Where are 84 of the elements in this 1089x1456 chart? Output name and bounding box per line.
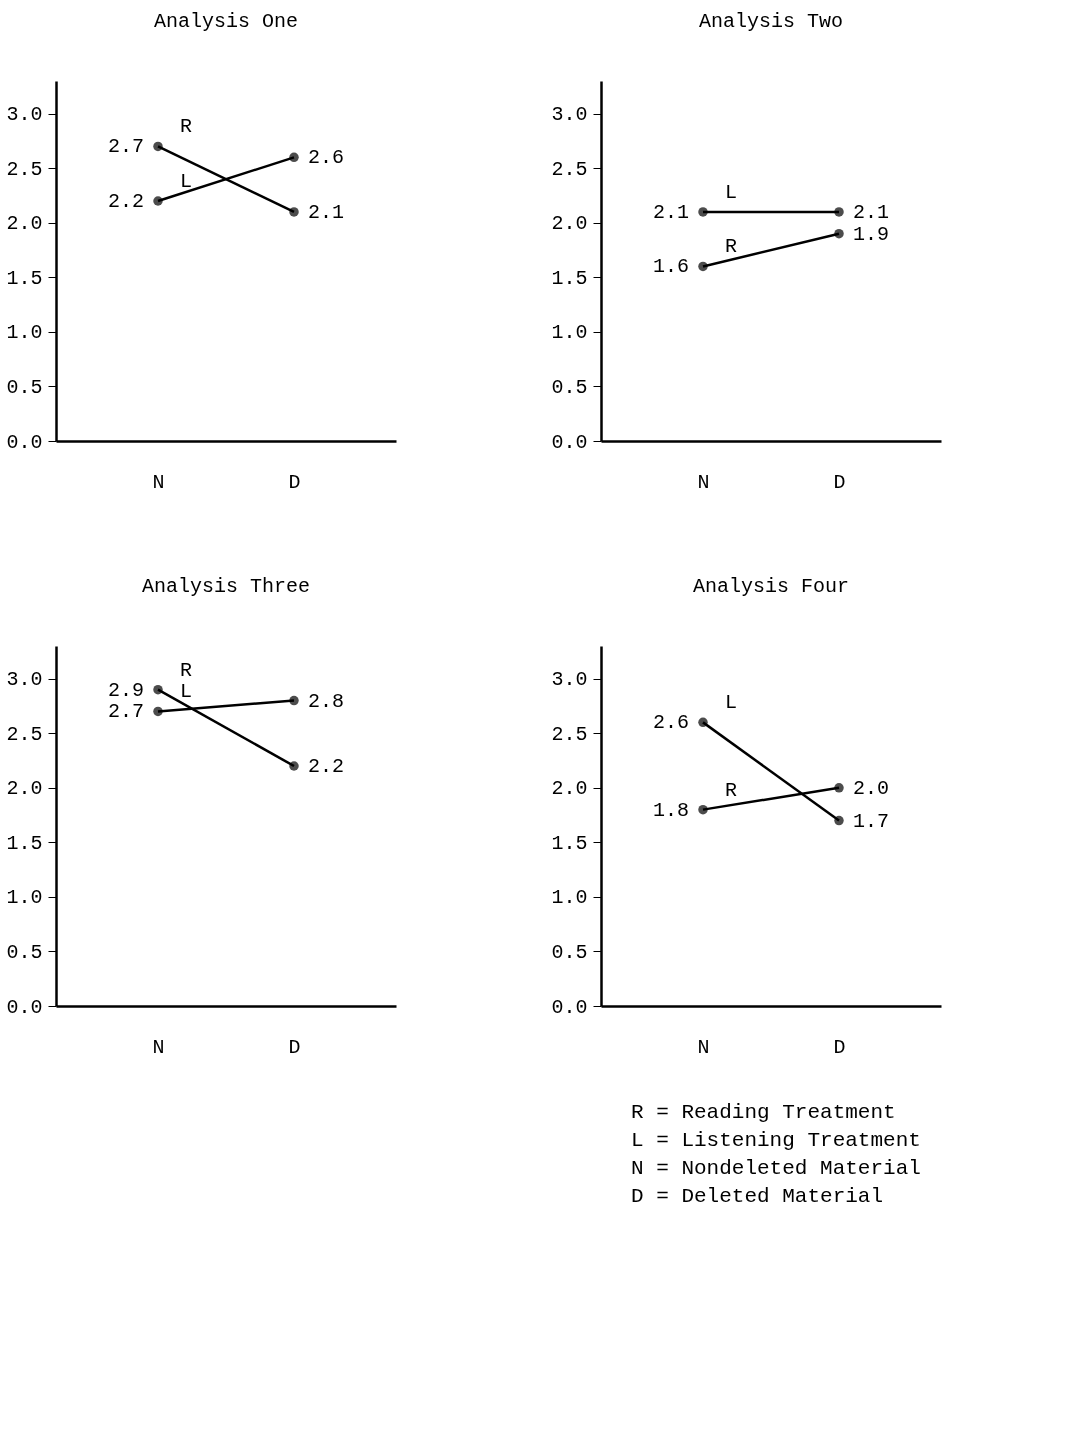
data-label: 2.8 (308, 689, 345, 713)
data-label: 2.7 (107, 135, 144, 159)
y-tick-label: 2.0 (6, 212, 43, 236)
x-tick-label: N (152, 1035, 165, 1059)
y-tick-label: 3.0 (6, 668, 43, 692)
y-tick-label: 1.0 (6, 886, 43, 910)
point (834, 815, 844, 826)
x-tick-label: N (152, 470, 165, 494)
chart-title: Analysis One (153, 10, 299, 33)
data-label: 2.9 (107, 678, 144, 702)
data-label: 1.9 (853, 222, 890, 246)
y-tick-label: 1.0 (551, 321, 588, 345)
series-label: R (725, 778, 738, 802)
y-tick-label: 2.5 (6, 722, 43, 746)
data-label: 2.1 (652, 200, 689, 224)
chart-title: Analysis Three (141, 575, 311, 598)
y-tick-label: 1.5 (6, 266, 43, 290)
data-label: 2.7 (107, 700, 144, 724)
x-tick-label: D (833, 470, 846, 494)
point (153, 196, 163, 206)
point (834, 228, 844, 239)
text: L = Listening Treatment (631, 1129, 921, 1152)
y-tick-label: 2.0 (551, 777, 588, 801)
point (289, 152, 299, 163)
point (289, 695, 299, 706)
series-label: R (725, 235, 738, 259)
point (698, 717, 708, 728)
x-tick-label: D (288, 470, 301, 494)
y-tick-label: 2.0 (6, 777, 43, 801)
y-tick-label: 2.5 (551, 157, 588, 181)
y-tick-label: 0.0 (6, 430, 43, 454)
y-tick-label: 0.5 (6, 940, 43, 964)
series-label: R (180, 115, 193, 139)
y-tick-label: 1.5 (551, 831, 588, 855)
y-tick-label: 3.0 (6, 103, 43, 127)
point (698, 207, 708, 217)
point (153, 706, 163, 717)
y-tick-label: 2.5 (551, 722, 588, 746)
x-tick-label: D (833, 1035, 846, 1059)
y-tick-label: 1.5 (6, 831, 43, 855)
data-label: 2.2 (107, 190, 144, 213)
point (834, 207, 844, 217)
y-tick-label: 0.0 (6, 995, 43, 1019)
series-label: L (180, 170, 193, 193)
series-label: R (180, 658, 193, 682)
y-tick-label: 1.0 (551, 886, 588, 910)
y-tick-label: 0.5 (551, 375, 588, 399)
x-tick-label: N (697, 1035, 710, 1059)
series-label: L (180, 680, 193, 704)
data-label: 2.0 (853, 776, 890, 800)
data-label: 2.1 (308, 200, 345, 224)
series-label: L (725, 180, 738, 204)
text: D = Deleted Material (631, 1185, 884, 1208)
data-label: 2.6 (652, 711, 689, 735)
y-tick-label: 3.0 (551, 668, 588, 692)
y-tick-label: 1.0 (6, 321, 43, 345)
point (153, 141, 163, 152)
chart-title: Analysis Four (692, 575, 850, 598)
data-label: 2.2 (308, 755, 345, 778)
y-tick-label: 2.5 (6, 157, 43, 181)
y-tick-label: 1.5 (551, 266, 588, 290)
x-tick-label: D (288, 1035, 301, 1059)
y-tick-label: 0.0 (551, 430, 588, 454)
text: N = Nondeleted Material (631, 1157, 921, 1180)
chart-title: Analysis Two (698, 10, 844, 33)
y-tick-label: 0.5 (6, 375, 43, 399)
data-label: 1.7 (853, 809, 890, 833)
data-label: 1.8 (652, 798, 689, 822)
data-label: 1.6 (652, 255, 689, 279)
series-label: L (725, 691, 738, 715)
point (698, 261, 708, 272)
point (289, 207, 299, 217)
point (153, 684, 163, 695)
y-tick-label: 2.0 (551, 212, 588, 236)
data-label: 2.6 (308, 146, 345, 170)
y-tick-label: 0.5 (551, 940, 588, 964)
point (834, 783, 844, 793)
x-tick-label: N (697, 470, 710, 494)
point (698, 804, 708, 815)
y-tick-label: 0.0 (551, 995, 588, 1019)
y-tick-label: 3.0 (551, 103, 588, 127)
data-label: 2.1 (853, 200, 890, 224)
point (289, 761, 299, 771)
text: R = Reading Treatment (631, 1101, 896, 1124)
